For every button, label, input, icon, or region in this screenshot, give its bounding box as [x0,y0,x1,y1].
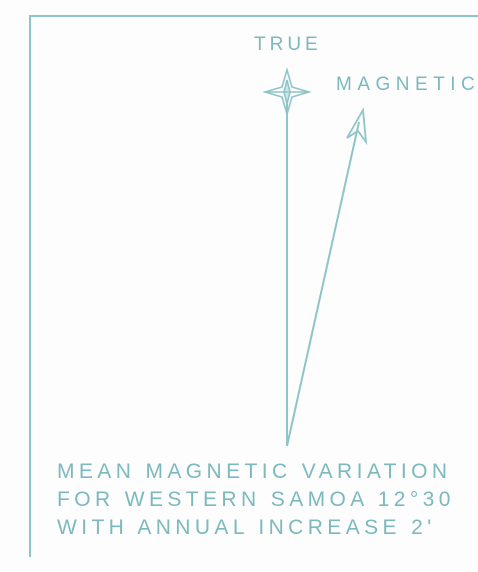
magnetic-variation-note: MEAN MAGNETIC VARIATION FOR WESTERN SAMO… [57,458,455,542]
note-line: WITH ANNUAL INCREASE 2' [57,516,436,539]
note-line: FOR WESTERN SAMOA 12°30 [57,488,455,511]
true-north-star-icon [262,67,312,117]
map-frame [29,15,478,557]
magnetic-north-line [286,121,360,447]
note-line: MEAN MAGNETIC VARIATION [57,460,452,483]
magnetic-arrowhead-icon [346,107,368,146]
magnetic-north-label: MAGNETIC [336,74,478,95]
true-north-label: TRUE [254,34,322,55]
